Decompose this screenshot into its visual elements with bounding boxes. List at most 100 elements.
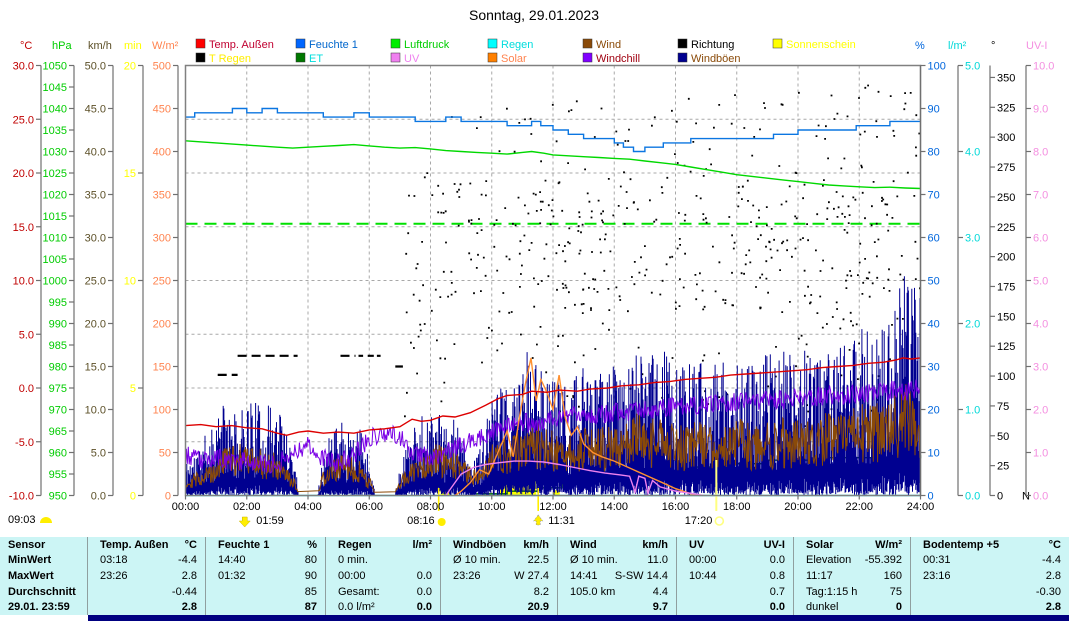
axis-label-temp: 25.0 [13,114,34,126]
row-label: MinWert [8,554,52,567]
axis-label-wm2: 50 [159,448,171,460]
axis-label-temp: 20.0 [13,168,34,180]
axis-label-temp: 0.0 [19,383,34,395]
table-col-UV: UV UV-I 00:00 0.0 10:44 0.8 0.7 0.0 [676,537,793,615]
axis-label-deg: 300 [997,132,1015,144]
axis-label-deg: 50 [997,431,1009,443]
legend-swatch-Feuchte 1 [295,38,306,49]
axis-label-hpa: 1000 [43,276,67,288]
legend-label: Regen [501,39,533,51]
table-col-Solar: Solar W/m² Elevation -55.392 11:17 160 Tag:1:1… [793,537,910,615]
col-unit: °C [184,538,197,551]
table-col-Feuchte 1: Feuchte 1% 14:40 80 01:32 90 85 87 [205,537,325,615]
axis-label-wm2: 300 [153,233,171,245]
cell-value: 2.8 [1045,569,1061,582]
axis-unit-wm2: W/m² [152,40,179,52]
col-unit: km/h [642,538,668,551]
axis-label-uvi: 8.0 [1033,147,1048,159]
cell-value: 160 [883,569,902,582]
axis-label-hpa: 1025 [43,168,67,180]
legend-label: UV [404,53,420,65]
axis-label-wm2: 350 [153,190,171,202]
col-header: Temp. Außen [100,538,169,551]
axis-label-hpa: 1045 [43,82,67,94]
axis-label-wm2: 250 [153,276,171,288]
table-col-Regen: Regen l/m² 0 min. 00:00 0.0 Gesamt: 0.0 0.0 l/m… [325,537,440,615]
cell-time: 14:41 [570,569,598,582]
axis-label-kmh: 10.0 [85,405,106,417]
axis-label-pct: 100 [928,61,946,73]
axis-label-uvi: 7.0 [1033,190,1048,202]
col-unit: °C [1048,538,1061,551]
cell-time: 0 min. [338,554,368,567]
cell-time: Ø 10 min. [453,554,501,567]
col-unit: UV-I [763,538,785,551]
axis-label-kmh: 30.0 [85,233,106,245]
col-header: Wind [570,538,597,551]
cell-time: 00:00 [338,569,366,582]
axis-label-hpa: 1015 [43,211,67,223]
axis-label-min: 10 [124,276,136,288]
legend-swatch-Luftdruck [390,38,401,49]
col-header: Feuchte 1 [218,538,270,551]
cell-time: 11:17 [806,569,833,582]
axis-label-pct: 40 [928,319,940,331]
legend-swatch-Regen [487,38,498,49]
axis-label-deg: 25 [997,461,1009,473]
cell-time: dunkel [806,601,839,614]
cell-time: 0.0 l/m² [338,601,375,614]
cell-value: 75 [889,585,902,598]
cell-time: Elevation [806,554,852,567]
axis-label-temp: 10.0 [13,276,34,288]
axis-label-hpa: 980 [49,362,67,374]
cell-value: -0.44 [171,585,197,598]
axis-label-hpa: 955 [49,469,67,481]
axis-label-kmh: 5.0 [91,448,106,460]
legend-swatch-Windböen [677,52,688,63]
legend-label: Sonnenschein [786,39,856,51]
col-header: Windböen [453,538,507,551]
table-col-Windböen: Windböen km/h Ø 10 min. 22.5 23:26 W 27.4 8.2 2… [440,537,557,615]
axis-label-deg: 250 [997,192,1015,204]
legend-swatch-ET [295,52,306,63]
cell-value: 2.8 [1045,601,1061,614]
axis-label-kmh: 35.0 [85,190,106,202]
series-Temp. Außen [185,357,921,437]
axis-label-wm2: 100 [153,405,171,417]
legend-label: Richtung [691,39,734,51]
table-row-labels: Sensor MinWert MaxWert Durchschnitt 29.01. 2… [0,537,87,615]
axis-label-pct: 10 [928,448,940,460]
axis-label-hpa: 950 [49,491,67,503]
series-Sonnenschein-bar [553,490,560,496]
legend-swatch-Solar [487,52,498,63]
axis-label-lm2: 5.0 [965,61,980,73]
cell-time: 00:00 [689,554,717,567]
sun-marker-icon [437,518,446,526]
axis-unit-temp: °C [20,40,32,52]
axis-label-wm2: 500 [153,61,171,73]
legend-swatch-Temp. Außen [195,38,206,49]
axis-label-hpa: 960 [49,448,67,460]
legend-label: Solar [501,53,527,65]
cell-value: 0.0 [769,601,785,614]
event-time-label: 08:16 [407,515,435,527]
cell-value: 85 [304,585,317,598]
series-Luftdruck [185,140,921,190]
sun-rise-icon [40,517,52,523]
cell-time: 03:18 [100,554,128,567]
axis-unit-deg: ° [991,40,995,52]
cell-time: 23:16 [923,569,951,582]
axis-label-pct: 20 [928,405,940,417]
moon-set-icon [238,516,251,528]
col-header: UV [689,538,705,551]
event-time-label: 17:20 [685,515,713,527]
cell-time: 01:32 [218,569,246,582]
sensor-stats-table: Sensor MinWert MaxWert Durchschnitt 29.01. 2… [0,537,1069,615]
axis-label-wm2: 450 [153,104,171,116]
cell-value: 2.8 [181,601,197,614]
legend-label: Windchill [596,53,640,65]
cell-time: 00:31 [923,554,951,567]
axis-label-wm2: 150 [153,362,171,374]
axis-label-hpa: 975 [49,383,67,395]
x-axis-label: 24:00 [907,501,935,513]
